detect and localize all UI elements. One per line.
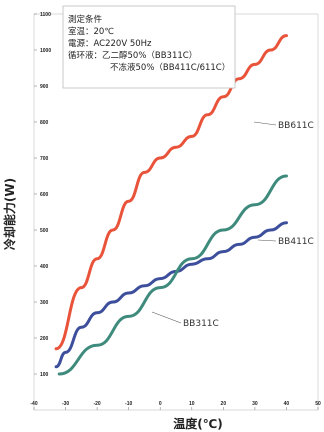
- series-labels: BB611C BB411C BB311C: [151, 121, 314, 329]
- series-label-bb311c: BB311C: [183, 319, 219, 329]
- x-tick-label: -20: [93, 401, 100, 407]
- conditions-title: 測定条件: [68, 14, 103, 25]
- conditions-line: 室温：20℃: [68, 26, 114, 37]
- x-tick-label: -40: [30, 401, 37, 407]
- conditions-line: 循环液：乙二醇50%（BB311C）: [68, 50, 197, 61]
- x-tick-label: -10: [125, 401, 132, 407]
- y-axis-title: 冷却能力(W): [2, 178, 17, 250]
- series-label-bb611c: BB611C: [278, 121, 314, 131]
- x-tick-label: 50: [315, 401, 321, 407]
- x-tick-label: 0: [159, 401, 162, 407]
- x-tick-label: 10: [189, 401, 195, 407]
- y-tick-label: 300: [40, 300, 49, 306]
- conditions-line: 不冻液50%（BB411C/611C）: [110, 62, 230, 73]
- conditions-frame: [62, 5, 236, 89]
- x-tick-label: -30: [62, 401, 69, 407]
- y-tick-label: 100: [40, 372, 49, 378]
- y-tick-label: 900: [40, 84, 49, 90]
- leader-line-bb611c: [253, 121, 277, 126]
- y-tick-label: 600: [40, 192, 49, 198]
- series-line-bb311c: [57, 174, 288, 376]
- x-axis-title: 温度(℃): [173, 416, 223, 431]
- series-layer: [54, 34, 288, 376]
- y-tick-label: 500: [40, 228, 49, 234]
- x-tick-label: 20: [221, 401, 227, 407]
- leader-line-bb311c: [151, 311, 182, 324]
- x-tick-label: 40: [284, 401, 290, 407]
- y-tick-label: 1100: [40, 12, 51, 18]
- y-tick-label: 700: [40, 156, 49, 162]
- y-tick-label: 800: [40, 120, 49, 126]
- y-tick-label: 400: [40, 264, 49, 270]
- y-axis: 100 200 300 400 500 600 700 800 900 1000 1100: [34, 12, 51, 378]
- x-axis: -40 -30 -20 -10 0 10 20 30 40 50: [30, 401, 321, 410]
- conditions-line: 電源：AC220V 50Hz: [68, 39, 152, 49]
- leader-line-bb411c: [257, 239, 277, 242]
- series-label-bb411c: BB411C: [278, 237, 314, 247]
- y-tick-label: 1000: [40, 48, 51, 54]
- y-tick-label: 200: [40, 336, 49, 342]
- x-tick-label: 30: [252, 401, 258, 407]
- series-line-bb611c: [54, 34, 288, 351]
- series-line-bb411c: [54, 221, 288, 369]
